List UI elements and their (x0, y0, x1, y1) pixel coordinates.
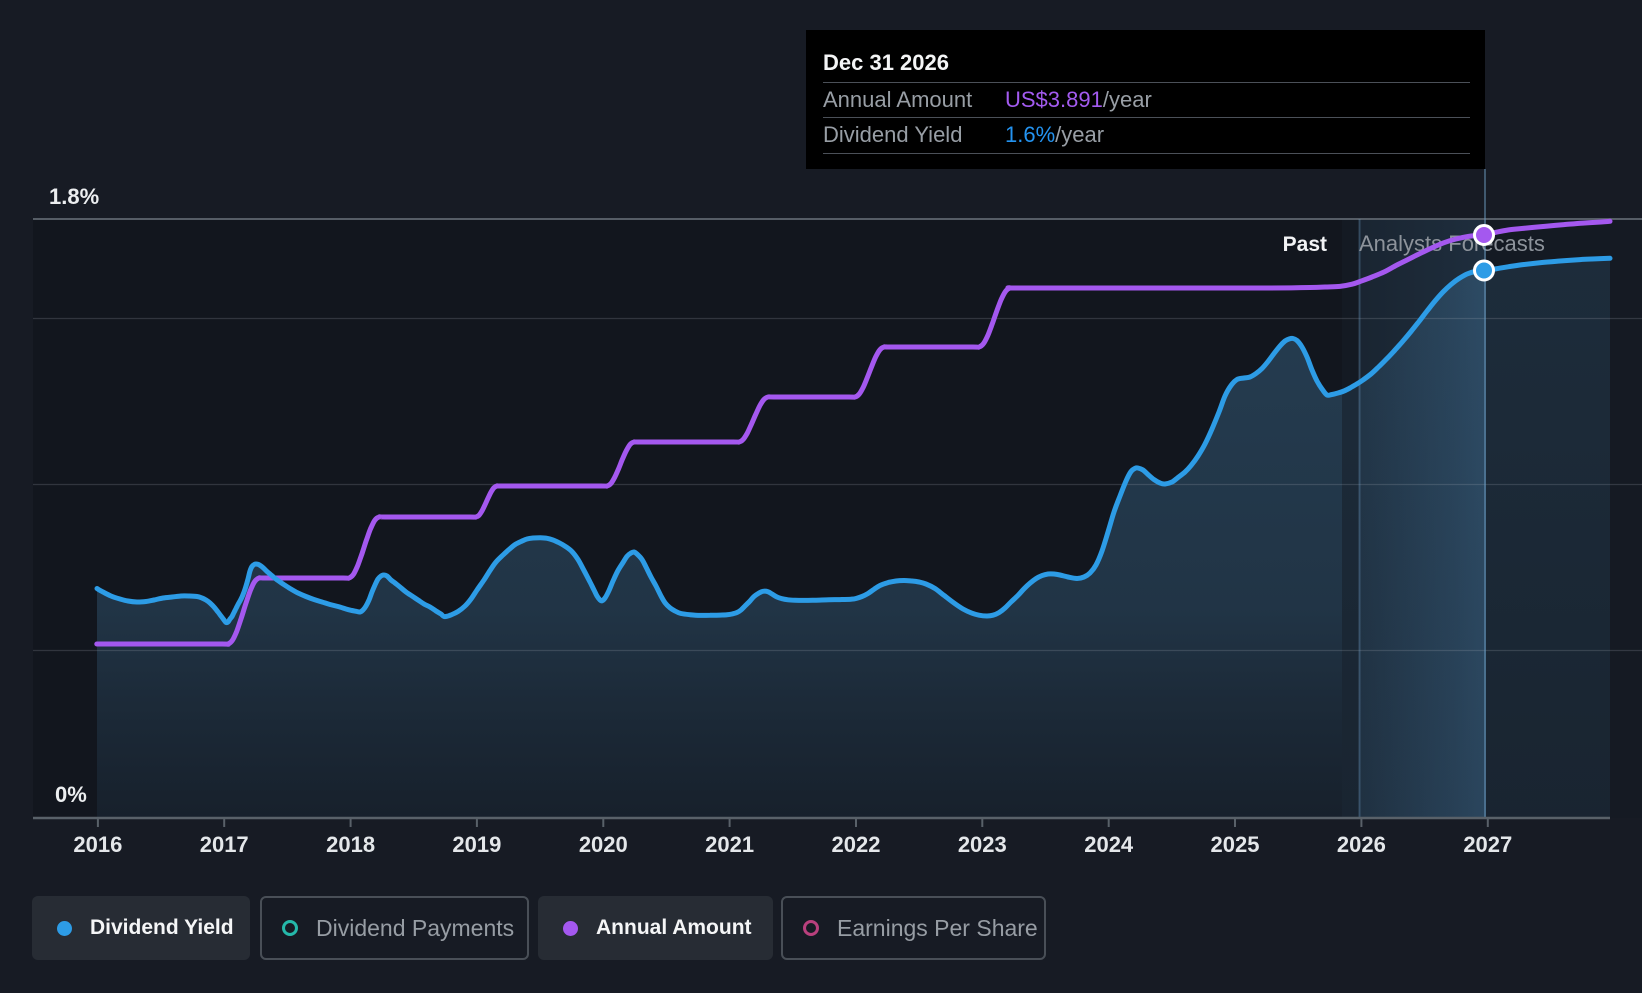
svg-text:2018: 2018 (326, 832, 375, 857)
svg-text:2025: 2025 (1211, 832, 1260, 857)
svg-text:0%: 0% (55, 782, 87, 807)
svg-text:2024: 2024 (1084, 832, 1134, 857)
svg-text:2020: 2020 (579, 832, 628, 857)
svg-text:2016: 2016 (73, 832, 122, 857)
svg-text:2022: 2022 (832, 832, 881, 857)
svg-text:2027: 2027 (1463, 832, 1512, 857)
svg-text:2026: 2026 (1337, 832, 1386, 857)
svg-text:1.8%: 1.8% (49, 184, 99, 209)
svg-text:2023: 2023 (958, 832, 1007, 857)
svg-text:2021: 2021 (705, 832, 754, 857)
svg-text:2019: 2019 (452, 832, 501, 857)
svg-text:Past: Past (1283, 233, 1327, 256)
svg-text:Analysts Forecasts: Analysts Forecasts (1359, 231, 1545, 256)
svg-text:2017: 2017 (200, 832, 249, 857)
